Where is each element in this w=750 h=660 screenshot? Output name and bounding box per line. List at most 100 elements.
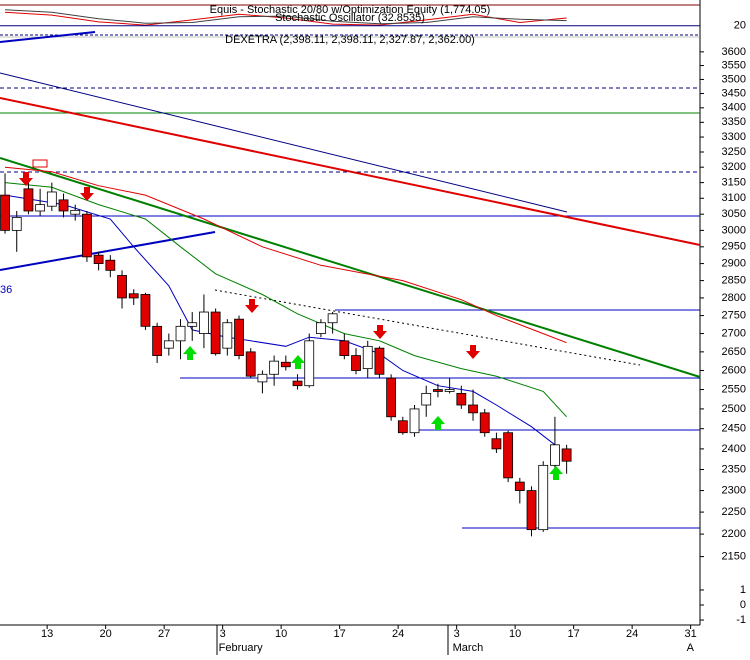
candle-body [456, 392, 467, 406]
y-tick-label: 3050 [722, 208, 746, 220]
candle-body [11, 217, 22, 231]
left-label: 36 [0, 284, 12, 296]
candle-body [35, 204, 46, 212]
sell-arrow [80, 187, 94, 201]
candle-body [234, 318, 244, 356]
candle-body [339, 340, 350, 356]
x-tick-label: 27 [158, 628, 170, 640]
sell-arrow [373, 325, 387, 339]
line-series [4, 166, 567, 344]
candle-body [304, 340, 315, 387]
y-tick-label: 2200 [722, 528, 746, 540]
x-tick-label: 24 [392, 628, 404, 640]
candle-body [105, 259, 116, 271]
buy-arrow [431, 416, 445, 430]
candle-body [538, 464, 549, 531]
chart-title: Equis - Stochastic 20/80 w/Optimization … [210, 4, 491, 16]
y-tick-label: 2600 [722, 364, 746, 376]
y-tick-label: 3250 [722, 146, 746, 158]
candle-body [479, 412, 490, 434]
buy-arrow [291, 355, 305, 369]
x-tick-label: 17 [334, 628, 346, 640]
y-tick-label: 2500 [722, 403, 746, 415]
x-tick-label: 3 [454, 628, 460, 640]
y-tick-label: 3500 [722, 73, 746, 85]
x-tick-label: 20 [100, 628, 112, 640]
candle-body [128, 293, 139, 299]
buy-arrow [183, 346, 197, 360]
candle-body [222, 322, 233, 349]
sell-arrow [19, 172, 33, 186]
candle-body [199, 311, 209, 334]
candle-body [152, 325, 163, 356]
trend-line [0, 72, 568, 213]
candle-body [187, 322, 198, 327]
trend-line [0, 31, 96, 43]
candle-body [58, 199, 69, 212]
y-tick-label: 2550 [722, 383, 746, 395]
y-tick-label: 20 [734, 20, 746, 32]
y-tick-label: 2400 [722, 443, 746, 455]
candle-body [280, 361, 291, 368]
candle-body [292, 380, 303, 387]
y-tick-label: 3350 [722, 116, 746, 128]
y-tick-label: 2350 [722, 463, 746, 475]
candle-body [386, 377, 397, 418]
candle-body [362, 345, 373, 370]
candle-body [82, 213, 92, 258]
line-series [4, 194, 556, 446]
trend-line [214, 289, 641, 366]
x-tick-label: 17 [568, 628, 580, 640]
candle-body [175, 325, 186, 342]
line-series [4, 9, 567, 25]
y-tick-label: 1 [740, 584, 746, 596]
x-tick-label: 10 [275, 628, 287, 640]
candle-body [409, 408, 420, 434]
y-tick-label: 2650 [722, 346, 746, 358]
x-tick-label: 31 [685, 628, 697, 640]
candle-body [93, 254, 104, 264]
y-tick-label: 3100 [722, 192, 746, 204]
candle-body [433, 389, 443, 392]
month-label: A [687, 642, 695, 654]
candle-body [210, 311, 221, 355]
y-tick-label: 2950 [722, 241, 746, 253]
y-tick-label: 3450 [722, 87, 746, 99]
y-tick-label: 2300 [722, 484, 746, 496]
y-tick-label: 3550 [722, 59, 746, 71]
y-tick-label: 3600 [722, 46, 746, 58]
candle-body [468, 404, 478, 414]
y-tick-label: 2250 [722, 506, 746, 518]
candle-body [245, 351, 256, 377]
buy-arrow [549, 466, 563, 480]
y-tick-label: 3200 [722, 161, 746, 173]
candle-body [140, 294, 151, 327]
y-tick-label: 2150 [722, 551, 746, 563]
candle-body [316, 322, 326, 334]
candle-body [46, 191, 57, 207]
month-label: February [219, 642, 264, 654]
trend-line [0, 97, 701, 246]
candle-body [163, 340, 174, 349]
candle-body [23, 188, 34, 212]
x-tick-label: 10 [509, 628, 521, 640]
candle-body [444, 389, 455, 392]
y-tick-label: 2850 [722, 275, 746, 287]
y-tick-label: 2450 [722, 423, 746, 435]
candle-body [351, 355, 361, 371]
candle-body [561, 448, 572, 462]
month-label: March [453, 642, 484, 654]
candle-body [327, 313, 338, 324]
trend-line [0, 231, 216, 271]
chart-subtitle: Stochastic Oscillator (32.8535) [275, 12, 425, 24]
candle-body [257, 373, 268, 383]
candle-body [269, 360, 280, 375]
candle-body [421, 392, 432, 406]
candle-body [117, 275, 127, 299]
y-tick-label: -1 [736, 614, 746, 626]
trend-line [0, 157, 701, 378]
candle-body [491, 438, 502, 450]
candle-body [397, 420, 408, 434]
